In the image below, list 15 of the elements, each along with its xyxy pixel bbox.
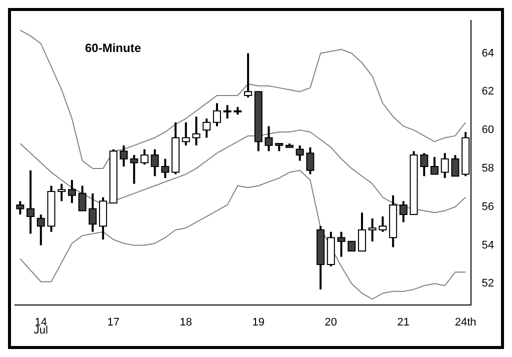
x-tick-label: 18 bbox=[180, 316, 192, 328]
x-tick-label: 17 bbox=[107, 316, 120, 328]
y-tick-label: 56 bbox=[482, 200, 494, 213]
y-tick-label: 52 bbox=[482, 278, 494, 290]
x-tick-label: 20 bbox=[324, 316, 338, 328]
x-tick-label: 19 bbox=[252, 316, 265, 328]
x-tick-label: 24th bbox=[454, 316, 476, 328]
text: 60-Minute bbox=[85, 40, 142, 55]
y-tick-label: 54 bbox=[482, 239, 494, 252]
x-tick-label: 21 bbox=[397, 316, 410, 328]
candlestick bbox=[348, 240, 356, 252]
y-tick-label: 62 bbox=[482, 86, 494, 98]
y-tick-label: 58 bbox=[482, 162, 494, 174]
y-tick-label: 64 bbox=[482, 47, 494, 60]
y-tick-label: 60 bbox=[482, 124, 494, 136]
